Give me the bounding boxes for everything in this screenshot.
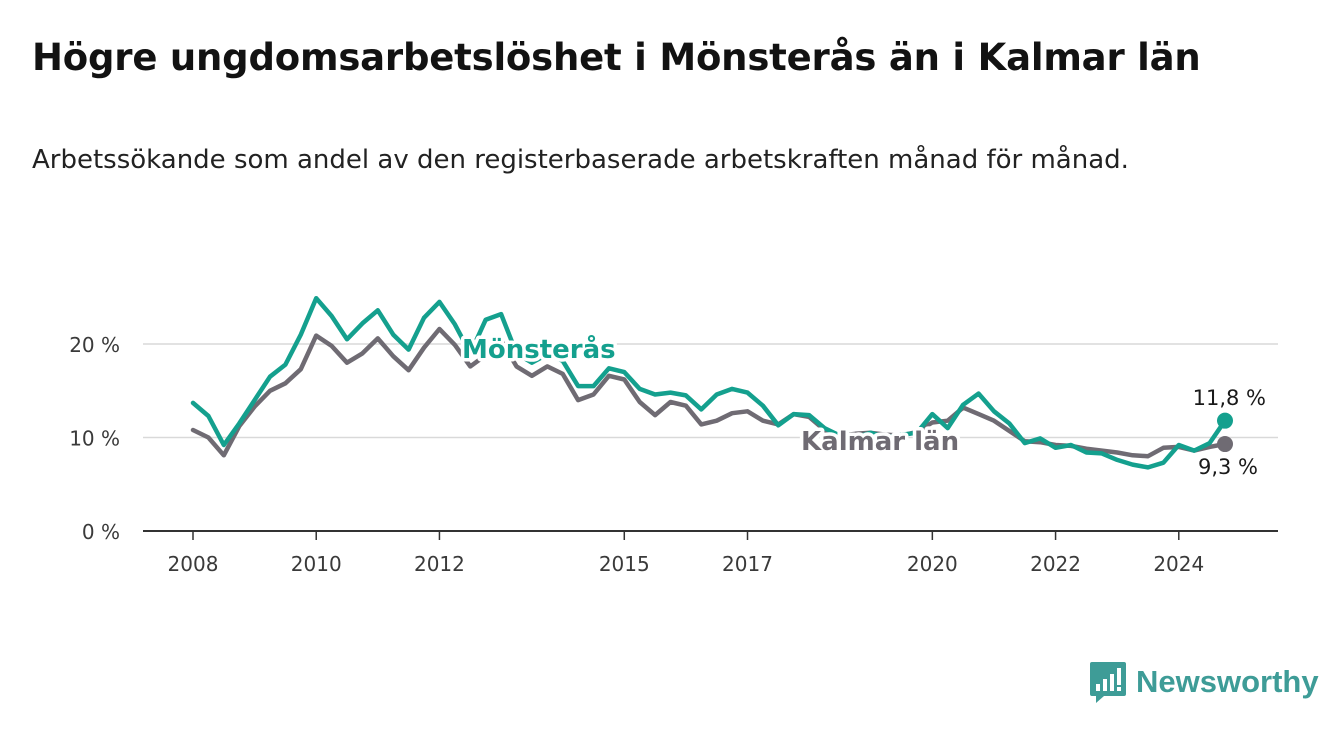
x-axis: 2008 2010 2012 2015 2017 2020 2022 2024 — [143, 530, 1278, 576]
y-axis-ticks: 0 % 10 % 20 % — [69, 333, 120, 544]
series-end-point — [1217, 436, 1233, 453]
x-tick-label: 2010 — [291, 552, 342, 576]
series-line-monsteras — [190, 295, 1228, 470]
brand-name: Newsworthy — [1136, 664, 1319, 699]
series-label-kalmar-lan-halo: Kalmar län — [801, 427, 959, 457]
x-tick-label: 2024 — [1153, 552, 1204, 576]
x-tick-label: 2017 — [722, 552, 773, 576]
y-tick-label: 10 % — [69, 427, 120, 451]
series-lines — [190, 295, 1233, 470]
end-value-label: 9,3 % — [1198, 455, 1258, 479]
series-label-kalmar-lan: Kalmar län — [801, 427, 959, 457]
end-value-label-halo: 11,8 % — [1193, 386, 1266, 410]
newsworthy-logo-icon — [1090, 662, 1126, 703]
series-label-monsteras: Mönsterås — [462, 333, 616, 365]
newsworthy-brand[interactable]: Newsworthy — [1088, 660, 1319, 704]
chart-subtitle: Arbetssökande som andel av den registerb… — [32, 145, 1129, 175]
y-tick-label: 20 % — [69, 333, 120, 357]
end-value-label-halo: 9,3 % — [1198, 455, 1258, 479]
x-tick-label: 2015 — [599, 552, 650, 576]
end-value-label: 11,8 % — [1193, 386, 1266, 410]
x-tick-label: 2020 — [907, 552, 958, 576]
series-end-point — [1217, 412, 1233, 429]
chart-title: Högre ungdomsarbetslöshet i Mönsterås än… — [32, 36, 1201, 79]
x-tick-label: 2022 — [1030, 552, 1081, 576]
y-tick-label: 0 % — [82, 520, 120, 544]
series-label-monsteras-halo: Mönsterås — [462, 333, 616, 365]
x-tick-label: 2008 — [168, 552, 219, 576]
x-tick-label: 2012 — [414, 552, 465, 576]
